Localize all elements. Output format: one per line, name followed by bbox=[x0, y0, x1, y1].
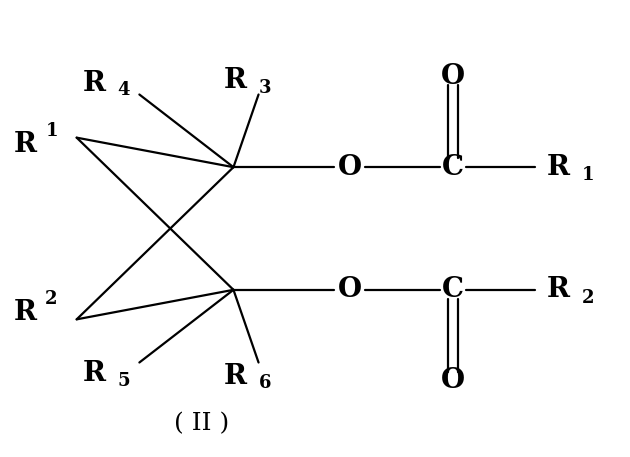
Text: 6: 6 bbox=[258, 374, 271, 392]
Text: C: C bbox=[442, 276, 464, 303]
Text: R: R bbox=[14, 299, 37, 326]
Text: 4: 4 bbox=[117, 81, 130, 99]
Text: R: R bbox=[83, 361, 106, 388]
Text: R: R bbox=[14, 131, 37, 158]
Text: ( II ): ( II ) bbox=[175, 412, 230, 436]
Text: 1: 1 bbox=[581, 166, 594, 184]
Text: O: O bbox=[338, 154, 362, 181]
Text: 2: 2 bbox=[45, 290, 58, 308]
Text: O: O bbox=[441, 367, 465, 394]
Text: R: R bbox=[547, 154, 570, 181]
Text: 3: 3 bbox=[258, 79, 271, 97]
Text: R: R bbox=[224, 362, 247, 390]
Text: R: R bbox=[224, 67, 247, 95]
Text: 2: 2 bbox=[581, 289, 594, 307]
Text: 1: 1 bbox=[45, 122, 58, 140]
Text: R: R bbox=[83, 69, 106, 96]
Text: 5: 5 bbox=[117, 372, 130, 390]
Text: O: O bbox=[338, 276, 362, 303]
Text: C: C bbox=[442, 154, 464, 181]
Text: O: O bbox=[441, 63, 465, 90]
Text: R: R bbox=[547, 276, 570, 303]
